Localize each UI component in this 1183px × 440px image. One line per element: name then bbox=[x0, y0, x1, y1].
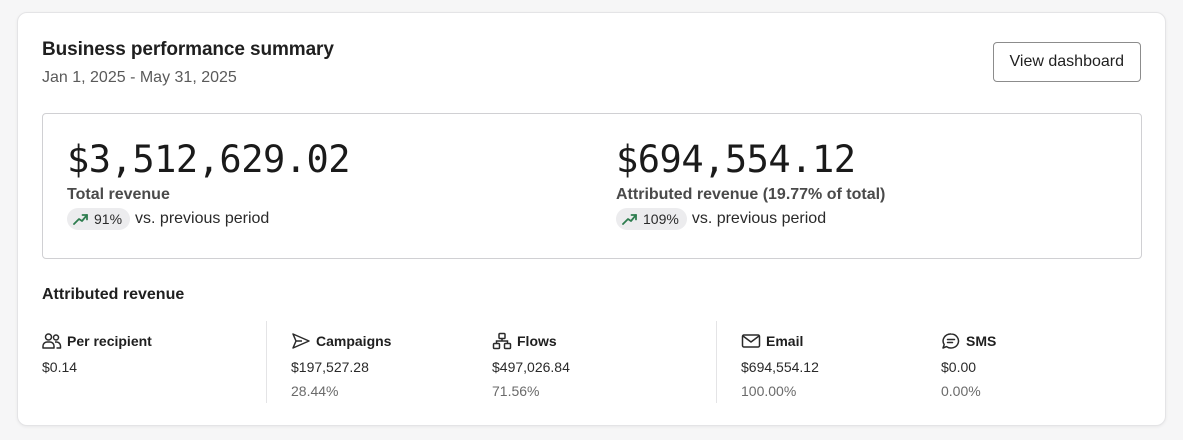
stat-per-recipient: Per recipient $0.14 bbox=[42, 331, 152, 375]
attributed-revenue-section-title: Attributed revenue bbox=[42, 286, 185, 303]
change-suffix: vs. previous period bbox=[691, 210, 827, 227]
stat-sms: SMS $0.00 0.00% bbox=[941, 331, 996, 399]
divider bbox=[716, 321, 717, 403]
email-icon bbox=[741, 334, 761, 348]
date-range: Jan 1, 2025 - May 31, 2025 bbox=[42, 69, 237, 86]
stat-percent: 28.44% bbox=[291, 383, 339, 399]
send-icon bbox=[292, 333, 310, 349]
stat-email: Email $694,554.12 100.00% bbox=[741, 331, 819, 399]
attributed-revenue-label: Attributed revenue (19.77% of total) bbox=[616, 186, 886, 203]
change-percent: 91% bbox=[94, 211, 123, 227]
performance-summary-card: Business performance summary Jan 1, 2025… bbox=[17, 12, 1166, 426]
stat-percent: 71.56% bbox=[492, 383, 540, 399]
change-suffix: vs. previous period bbox=[135, 210, 270, 227]
trend-up-icon bbox=[622, 214, 637, 225]
stat-percent: 100.00% bbox=[741, 383, 797, 399]
stat-value: $497,026.84 bbox=[492, 359, 570, 375]
stat-label: Email bbox=[766, 333, 804, 349]
total-revenue-label: Total revenue bbox=[67, 186, 170, 203]
stat-percent: 0.00% bbox=[941, 383, 981, 399]
attributed-revenue-change: 109% vs. previous period bbox=[616, 208, 885, 230]
divider bbox=[266, 321, 267, 403]
stat-value: $0.14 bbox=[42, 359, 78, 375]
stat-label: Campaigns bbox=[316, 333, 392, 349]
attributed-revenue-value: $694,554.12 bbox=[616, 138, 856, 181]
stat-label: Per recipient bbox=[67, 333, 152, 349]
revenue-summary-box: $3,512,629.02 Total revenue 91% vs. prev… bbox=[42, 113, 1142, 259]
stat-label: SMS bbox=[966, 333, 997, 349]
attributed-revenue-metric: $694,554.12 Attributed revenue (19.77% o… bbox=[616, 138, 885, 230]
flows-icon bbox=[492, 332, 512, 350]
stat-flows: Flows $497,026.84 71.56% bbox=[492, 331, 570, 399]
total-revenue-metric: $3,512,629.02 Total revenue 91% vs. prev… bbox=[67, 138, 351, 230]
change-percent: 109% bbox=[643, 211, 679, 227]
trend-up-icon bbox=[73, 214, 88, 225]
stat-value: $0.00 bbox=[941, 359, 977, 375]
stat-value: $197,527.28 bbox=[291, 359, 369, 375]
people-icon bbox=[42, 333, 62, 349]
stat-label: Flows bbox=[517, 333, 557, 349]
stat-campaigns: Campaigns $197,527.28 28.44% bbox=[291, 331, 391, 399]
total-revenue-change: 91% vs. previous period bbox=[67, 208, 350, 230]
view-dashboard-button[interactable]: View dashboard bbox=[992, 42, 1141, 82]
card-header: Business performance summary Jan 1, 2025… bbox=[42, 39, 334, 87]
stat-value: $694,554.12 bbox=[741, 359, 819, 375]
total-revenue-value: $3,512,629.02 bbox=[67, 138, 351, 181]
card-title: Business performance summary bbox=[42, 39, 334, 60]
change-badge: 109% bbox=[616, 208, 687, 230]
change-badge: 91% bbox=[67, 208, 131, 230]
sms-icon bbox=[942, 333, 960, 349]
